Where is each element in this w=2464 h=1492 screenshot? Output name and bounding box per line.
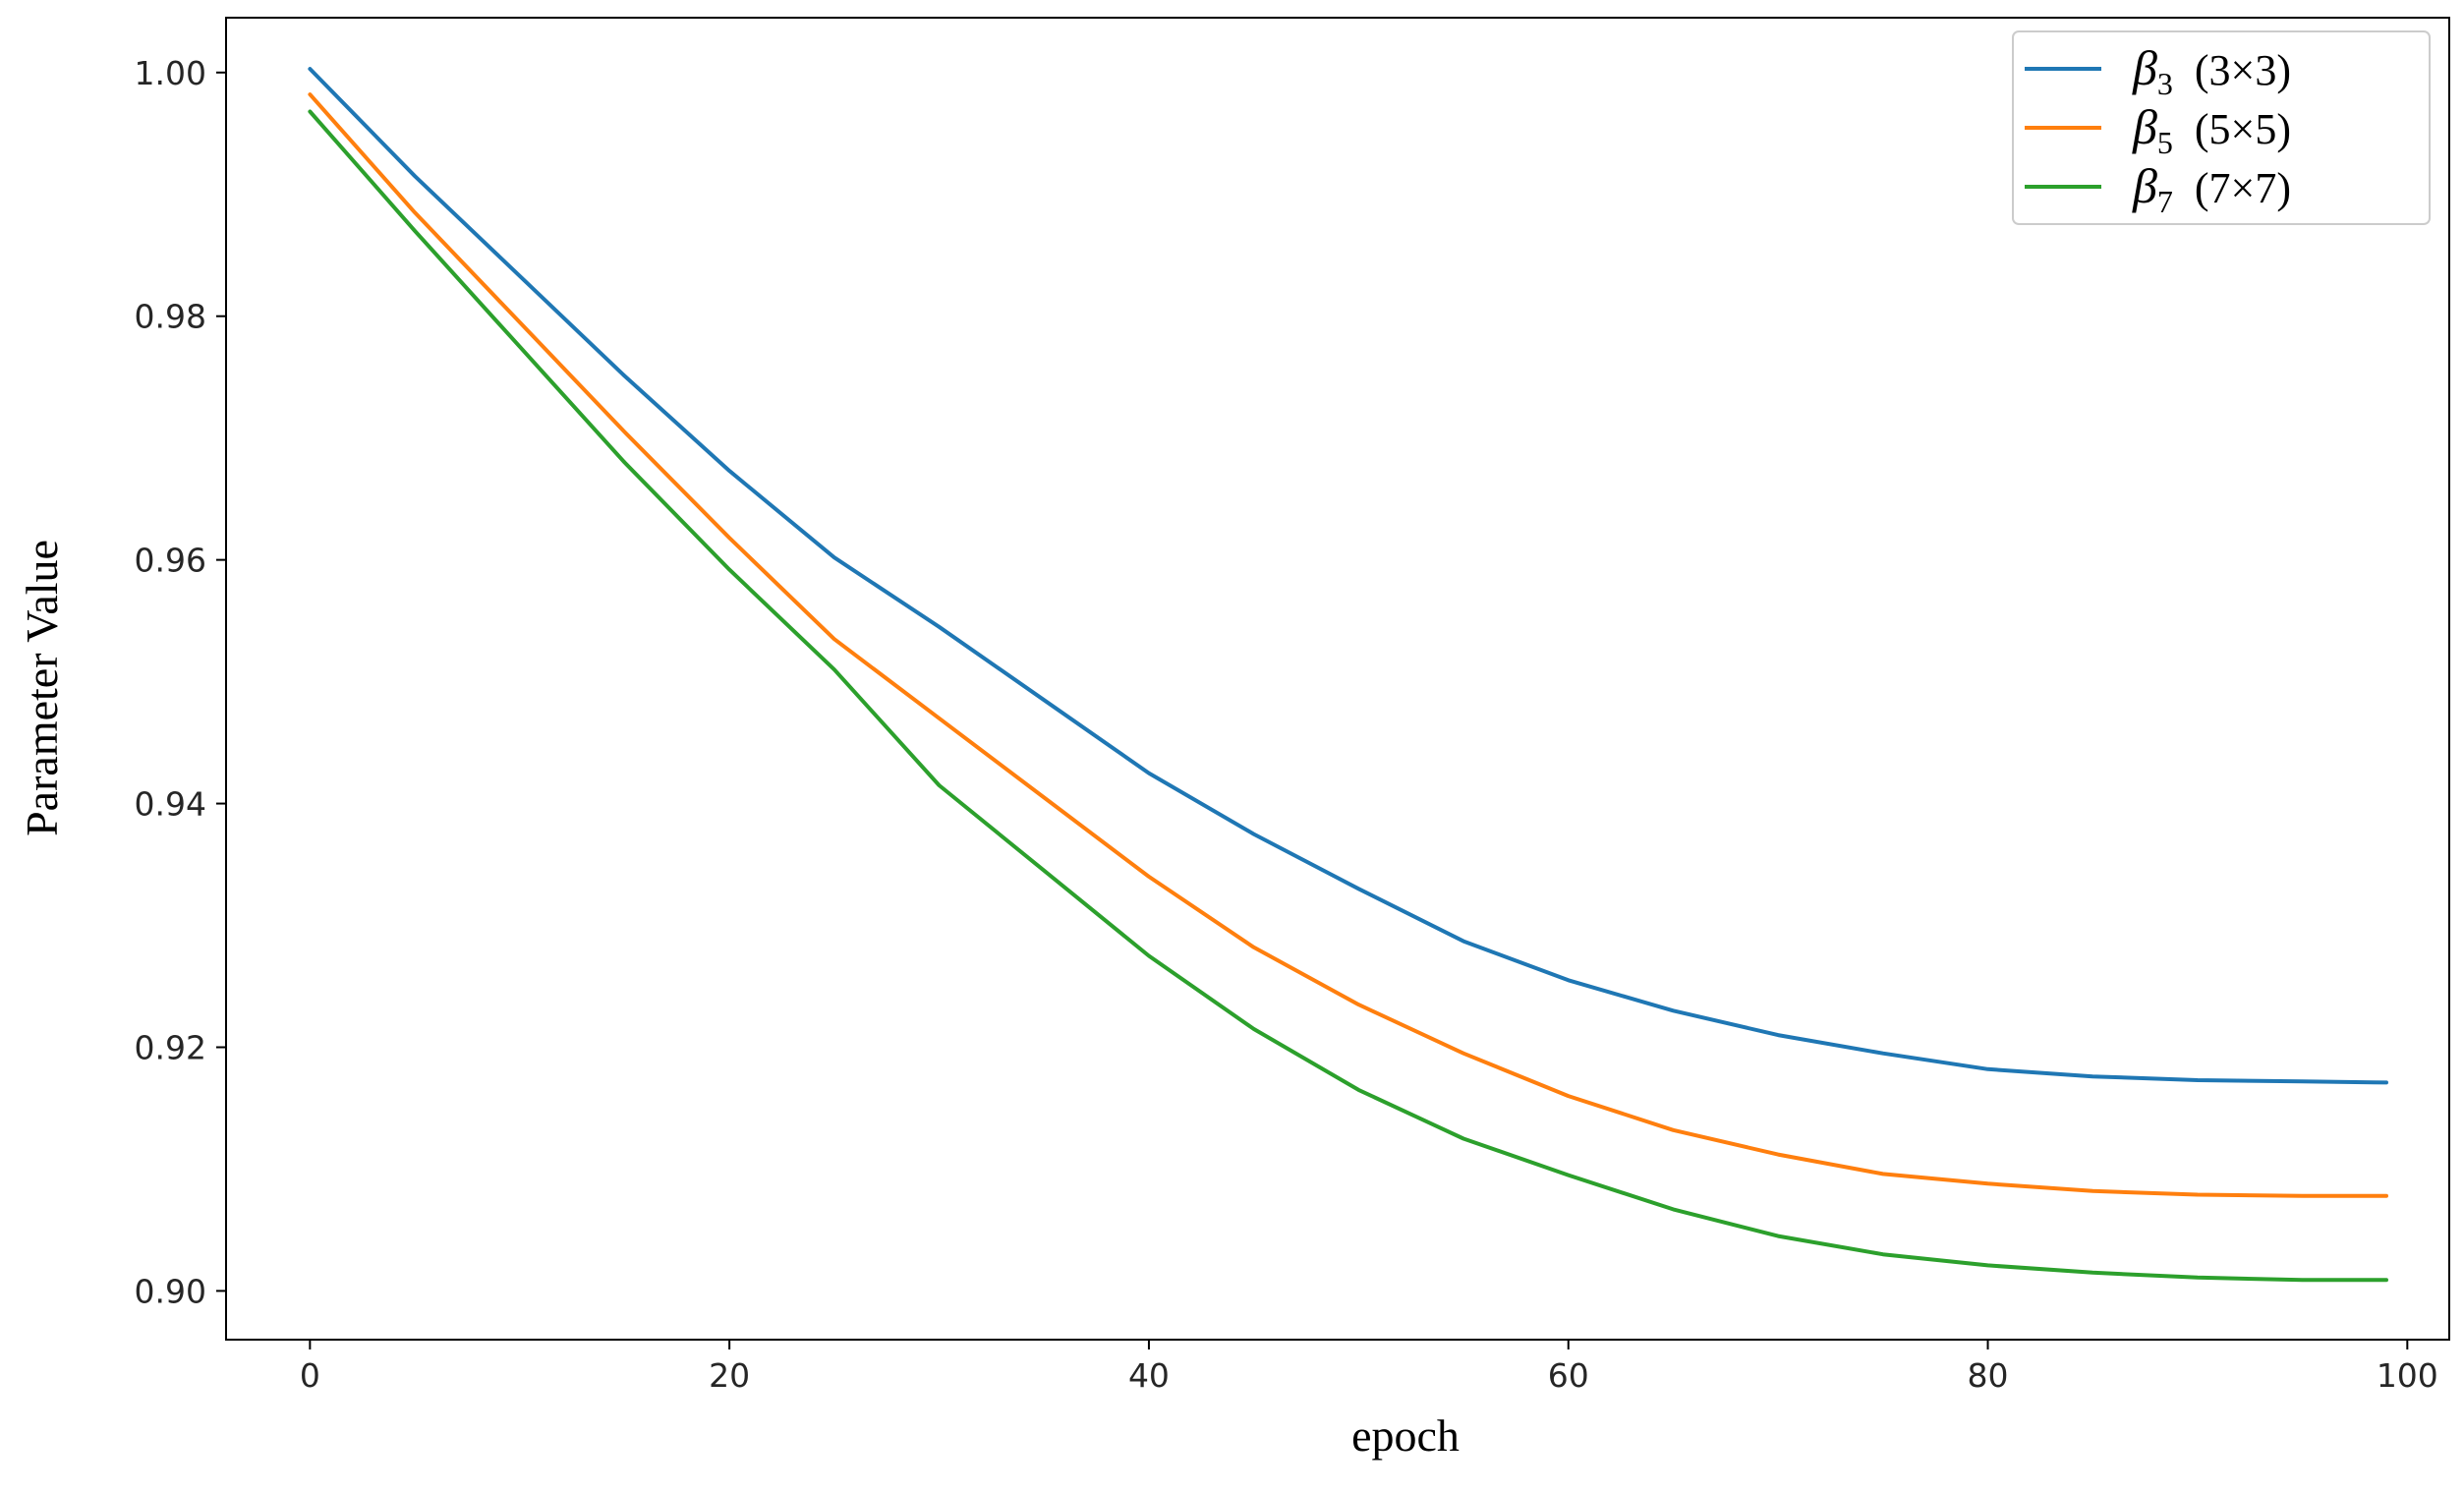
x-tick-label: 0 (300, 1356, 320, 1395)
x-tick-label: 80 (1968, 1356, 2009, 1395)
y-tick-label: 1.00 (135, 54, 206, 92)
plot-series (308, 67, 2388, 1283)
legend-entry: β3 (3×3) (2132, 40, 2291, 101)
x-axis: 0 20 40 60 80 100 (300, 1340, 2438, 1395)
y-tick-label: 0.98 (135, 298, 206, 336)
x-tick-label: 100 (2377, 1356, 2438, 1395)
legend-entry: β5 (5×5) (2132, 99, 2291, 160)
y-tick-label: 0.96 (135, 542, 206, 580)
series-line-2 (308, 109, 2388, 1283)
legend-box (2012, 30, 2431, 225)
y-tick-label: 0.90 (135, 1272, 206, 1310)
y-tick-label: 0.92 (135, 1028, 206, 1066)
plot-frame (225, 17, 2450, 1341)
x-axis-title: epoch (1351, 1410, 1460, 1461)
legend: β3 (3×3)β5 (5×5)β7 (7×7) (2012, 30, 2431, 225)
series-line-1 (308, 92, 2388, 1198)
x-tick-label: 20 (709, 1356, 750, 1395)
legend-entry: β7 (7×7) (2132, 158, 2291, 219)
x-tick-label: 60 (1548, 1356, 1589, 1395)
y-axis: 0.90 0.92 0.94 0.96 0.98 1.00 (135, 54, 226, 1310)
series-line-0 (308, 67, 2388, 1085)
y-tick-label: 0.94 (135, 785, 206, 824)
y-axis-title: Parameter Value (17, 540, 67, 836)
x-tick-label: 40 (1128, 1356, 1170, 1395)
